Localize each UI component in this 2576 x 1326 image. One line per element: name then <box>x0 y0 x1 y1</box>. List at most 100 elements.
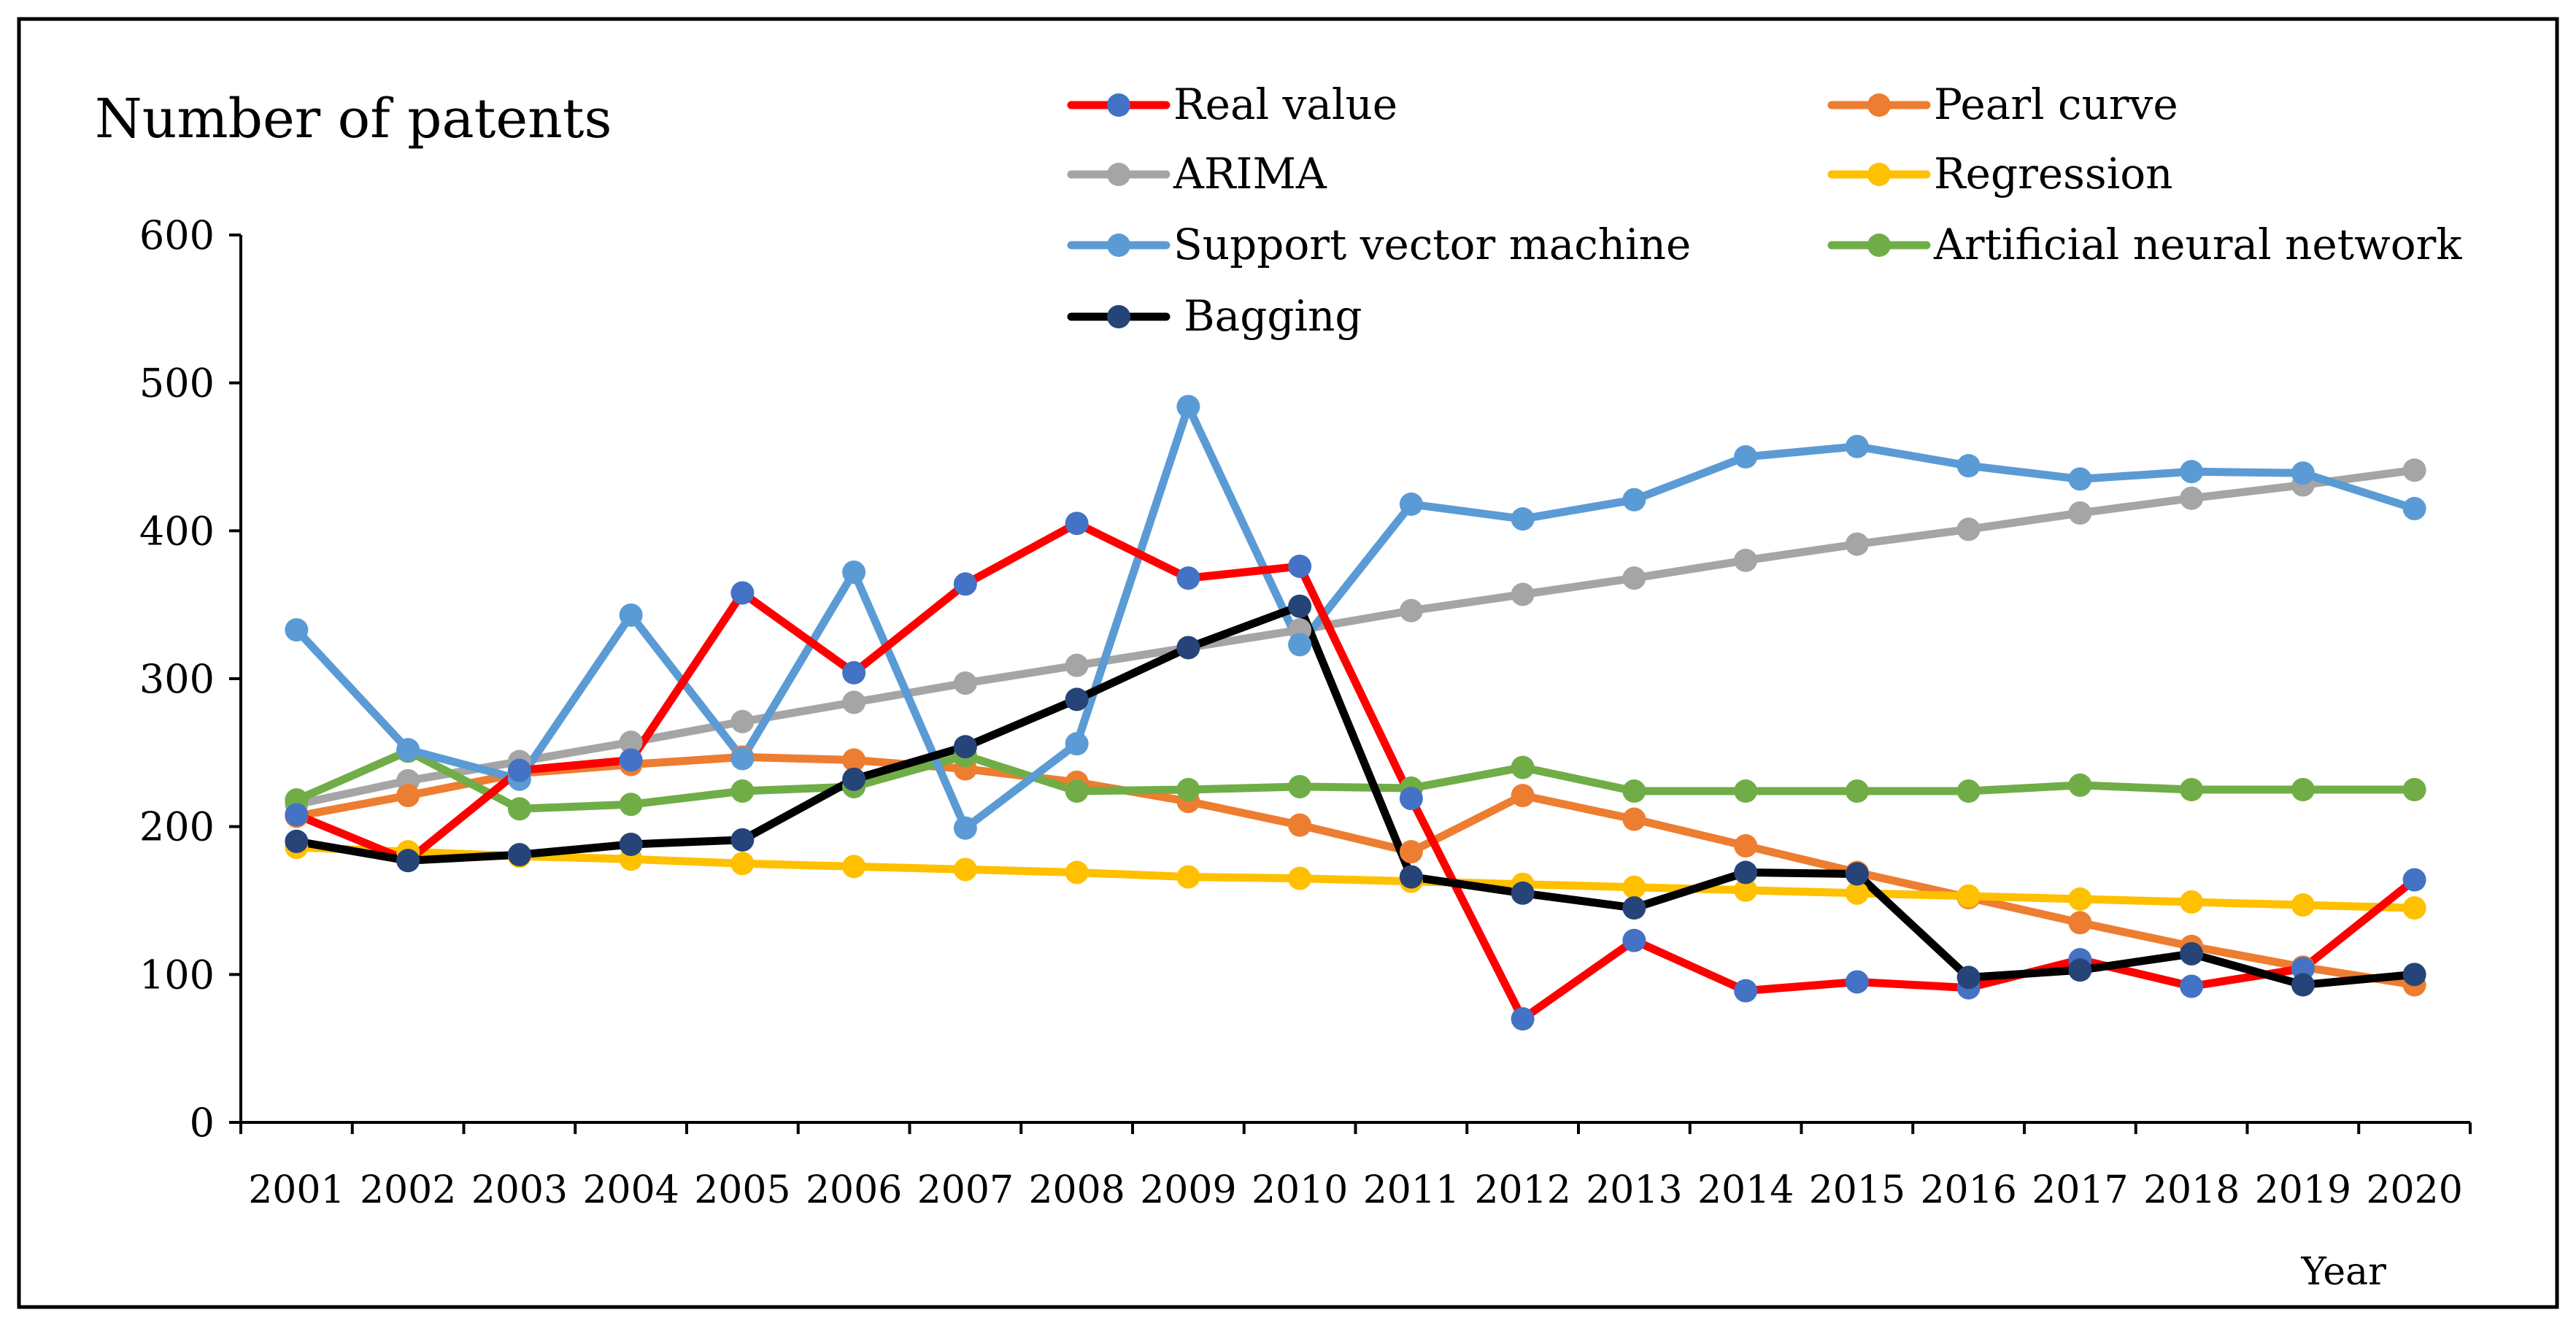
series-markers <box>285 395 2426 1031</box>
legend-label: Bagging <box>1184 291 1362 341</box>
x-tick-label: 2001 <box>248 1168 344 1212</box>
data-point-arima <box>2068 501 2092 525</box>
data-point-arima <box>1845 532 1869 556</box>
data-point-real-value <box>1176 566 1200 590</box>
data-point-bagging <box>285 829 309 853</box>
data-point-bagging <box>1622 896 1646 920</box>
x-tick-label: 2013 <box>1586 1168 1682 1212</box>
legend-label: Pearl curve <box>1934 80 2178 129</box>
series-points-bagging <box>285 594 2426 997</box>
data-point-bagging <box>1511 881 1535 905</box>
legend-swatch-marker <box>1867 163 1891 186</box>
data-point-arima <box>1511 582 1535 606</box>
data-point-artificial-neural-network <box>1734 779 1758 803</box>
data-point-artificial-neural-network <box>2291 778 2315 801</box>
x-tick-label: 2007 <box>917 1168 1014 1212</box>
data-point-real-value <box>1065 512 1089 536</box>
legend-entry-regression: Regression <box>1827 149 2173 198</box>
data-point-artificial-neural-network <box>1622 779 1646 803</box>
data-point-real-value <box>2180 974 2204 998</box>
data-point-arima <box>730 709 755 733</box>
data-point-support-vector-machine <box>2291 461 2315 485</box>
data-point-support-vector-machine <box>1956 454 1981 478</box>
x-tick-label: 2016 <box>1920 1168 2016 1212</box>
data-point-support-vector-machine <box>1065 732 1089 756</box>
x-tick-label: 2005 <box>694 1168 790 1212</box>
data-point-pearl-curve <box>2068 911 2092 935</box>
data-point-pearl-curve <box>1511 784 1535 808</box>
legend-label: Support vector machine <box>1173 220 1691 269</box>
data-point-real-value <box>1511 1007 1535 1031</box>
data-point-real-value <box>619 748 643 772</box>
data-point-arima <box>1622 566 1646 590</box>
data-point-artificial-neural-network <box>1845 779 1869 803</box>
data-point-support-vector-machine <box>730 747 755 771</box>
data-point-pearl-curve <box>1734 834 1758 858</box>
data-point-real-value <box>1288 554 1312 578</box>
legend-entry-real-value: Real value <box>1067 80 1397 129</box>
legend-entry-artificial-neural-network: Artificial neural network <box>1827 220 2462 269</box>
data-point-regression <box>953 857 977 882</box>
series-lines <box>292 402 2419 1023</box>
data-point-arima <box>1734 548 1758 572</box>
data-point-regression <box>2180 890 2204 914</box>
legend-swatch-marker <box>1107 163 1130 186</box>
data-point-regression <box>1734 878 1758 902</box>
legend-label: Regression <box>1934 149 2173 198</box>
legend-entry-arima: ARIMA <box>1067 149 1327 198</box>
x-tick-label: 2008 <box>1028 1168 1125 1212</box>
data-point-regression <box>842 855 866 879</box>
data-point-regression <box>2291 893 2315 917</box>
x-axis-title: Year <box>2301 1250 2387 1294</box>
legend-swatch-marker <box>1867 93 1891 117</box>
data-point-artificial-neural-network <box>1956 779 1981 803</box>
data-point-arima <box>1065 653 1089 677</box>
x-tick-label: 2018 <box>2143 1168 2240 1212</box>
data-point-bagging <box>2180 941 2204 965</box>
y-tick-label: 100 <box>139 952 215 998</box>
data-point-bagging <box>730 828 755 852</box>
data-point-artificial-neural-network <box>730 779 755 803</box>
data-point-support-vector-machine <box>396 738 420 762</box>
series-line-artificial-neural-network <box>292 747 2419 813</box>
data-point-support-vector-machine <box>1845 434 1869 458</box>
data-point-pearl-curve <box>842 748 866 772</box>
data-point-real-value <box>842 660 866 685</box>
data-point-regression <box>1288 866 1312 890</box>
data-point-arima <box>1956 517 1981 541</box>
legend-entry-bagging: Bagging <box>1067 291 1362 341</box>
data-point-artificial-neural-network <box>2068 773 2092 797</box>
x-tick-label: 2003 <box>471 1168 568 1212</box>
data-point-support-vector-machine <box>2402 496 2426 520</box>
x-tick-label: 2017 <box>2032 1168 2128 1212</box>
data-point-support-vector-machine <box>285 618 309 642</box>
legend: Real value Pearl curve ARIMA Regression Supp… <box>1067 80 2462 341</box>
x-tick-label: 2002 <box>360 1168 456 1212</box>
data-point-bagging <box>1176 636 1200 660</box>
x-tick-label: 2011 <box>1363 1168 1459 1212</box>
data-point-bagging <box>2291 973 2315 997</box>
series-line-pearl-curve <box>292 752 2419 989</box>
data-point-support-vector-machine <box>1511 507 1535 531</box>
data-point-artificial-neural-network <box>507 797 531 821</box>
data-point-support-vector-machine <box>2068 467 2092 491</box>
data-point-regression <box>2068 887 2092 911</box>
series-line-support-vector-machine <box>292 402 2419 833</box>
series-line-real-value <box>292 519 2419 1023</box>
data-point-support-vector-machine <box>1399 492 1423 516</box>
data-point-artificial-neural-network <box>1065 779 1089 803</box>
data-point-regression <box>1176 865 1200 889</box>
y-tick-label: 200 <box>139 804 215 850</box>
data-point-bagging <box>2068 958 2092 982</box>
data-point-support-vector-machine <box>1288 633 1312 657</box>
data-point-real-value <box>1734 979 1758 1003</box>
data-point-real-value <box>1845 970 1869 994</box>
y-tick-label: 400 <box>139 508 215 554</box>
x-tick-label: 2010 <box>1252 1168 1348 1212</box>
data-point-bagging <box>1065 687 1089 712</box>
data-point-bagging <box>1956 965 1981 990</box>
x-tick-label: 2015 <box>1809 1168 1905 1212</box>
data-point-real-value <box>507 758 531 782</box>
data-point-real-value <box>285 803 309 827</box>
